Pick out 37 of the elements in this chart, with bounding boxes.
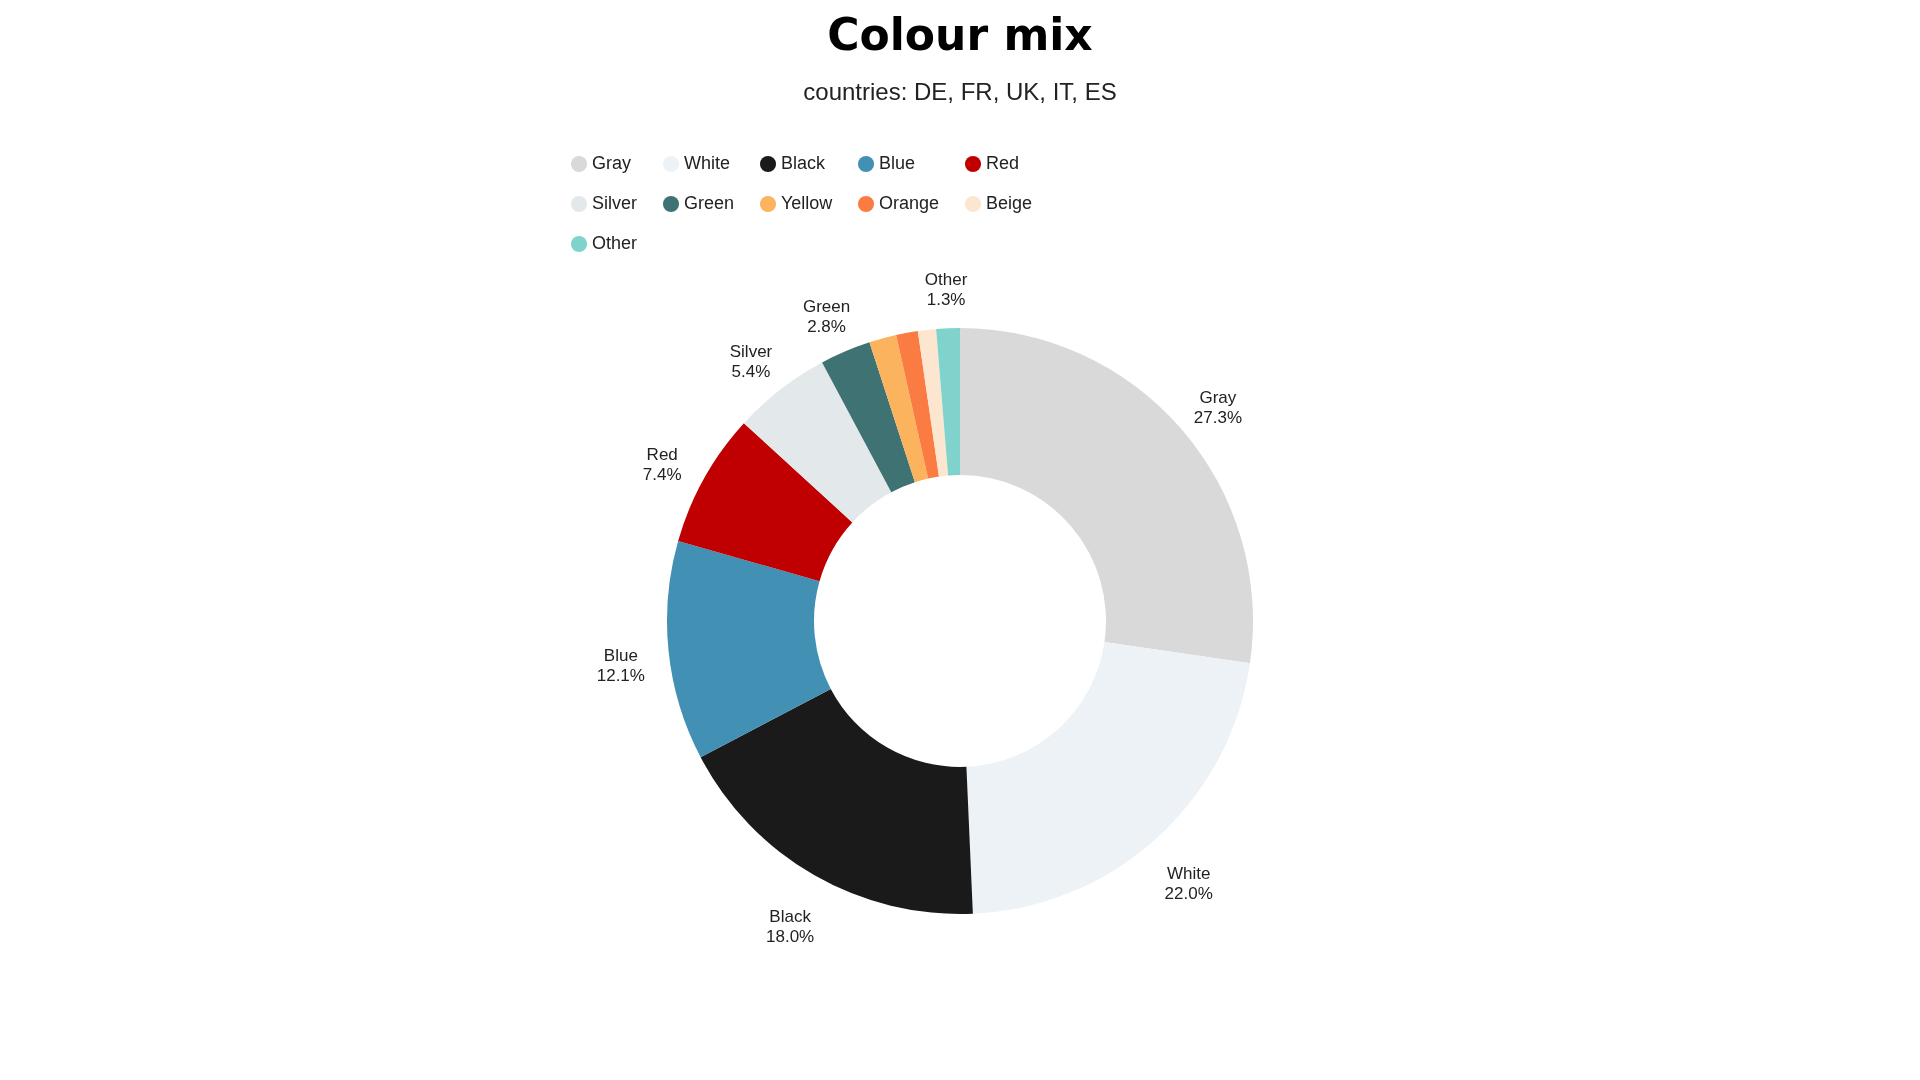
slice-label: Blue <box>603 646 638 666</box>
donut-slice <box>822 342 915 493</box>
legend-label: Black <box>781 153 827 173</box>
slice-label: Silver <box>729 341 773 361</box>
data-label: 5.4% <box>731 361 771 381</box>
data-label: 12.1% <box>596 666 645 686</box>
slice-label: Other <box>924 270 968 290</box>
slice-label: Green <box>802 297 851 317</box>
data-label: 22.0% <box>1164 883 1213 903</box>
legend-label: Yellow <box>781 193 834 213</box>
data-label: 27.3% <box>1193 407 1242 427</box>
donut-slice <box>960 328 1253 664</box>
donut-slice <box>936 328 960 476</box>
donut-slice <box>966 642 1250 914</box>
donut-slice <box>869 335 929 483</box>
legend-label: Silver <box>592 193 638 213</box>
legend-label: Orange <box>879 193 940 213</box>
legend-label: Green <box>684 193 735 213</box>
legend-label: Blue <box>879 153 916 173</box>
data-label: 7.4% <box>642 464 682 484</box>
chart-subtitle: countries: DE, FR, UK, IT, ES <box>803 78 1117 105</box>
data-label: 2.8% <box>807 317 846 337</box>
legend-label: Gray <box>592 153 632 173</box>
legend-label: Beige <box>986 193 1033 213</box>
slice-label: Gray <box>1199 387 1237 407</box>
donut-slice <box>667 541 831 758</box>
chart-title: Colour mix <box>827 9 1093 60</box>
slice-label: Black <box>769 906 812 926</box>
legend-label: White <box>684 153 731 173</box>
slice-label: Red <box>646 444 678 464</box>
legend-label: Red <box>986 153 1020 173</box>
data-label: 18.0% <box>766 926 815 946</box>
data-label: 1.3% <box>926 290 966 310</box>
legend-label: Other <box>592 233 638 253</box>
donut-slice <box>917 328 949 477</box>
donut-slice <box>896 331 939 479</box>
slice-label: White <box>1166 863 1211 883</box>
